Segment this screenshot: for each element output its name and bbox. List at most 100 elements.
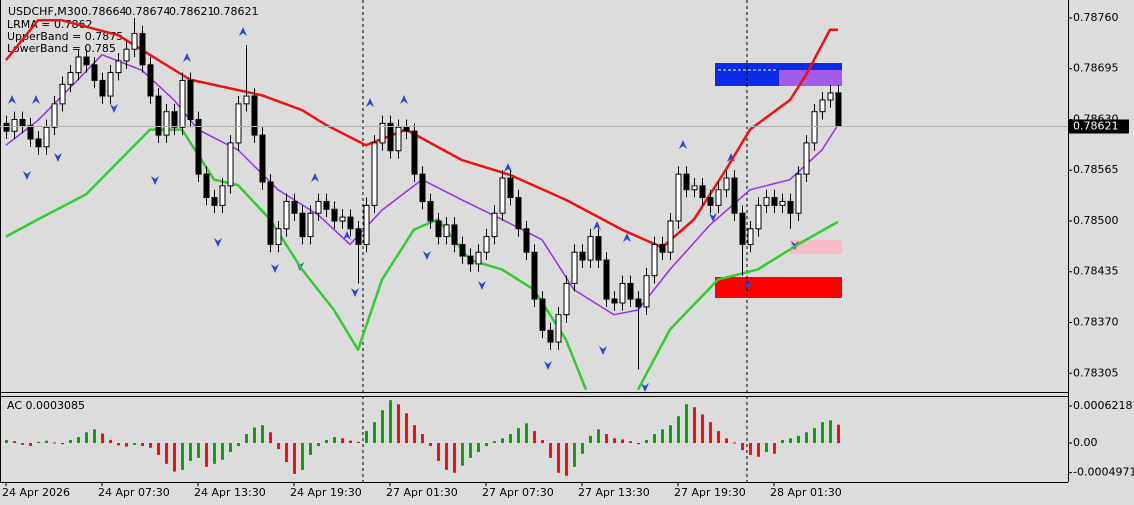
candle-body — [83, 56, 90, 66]
candle-body — [635, 298, 642, 308]
candle-body — [835, 92, 842, 128]
band-line — [5, 19, 838, 249]
candle-body — [59, 83, 66, 105]
ac-bar — [501, 438, 504, 444]
x-tick-label: 24 Apr 19:30 — [290, 486, 362, 499]
ac-bar — [445, 443, 448, 470]
ac-bar — [397, 404, 400, 444]
ac-bar — [733, 442, 736, 444]
y-tick-label: 0.78695 — [1073, 62, 1119, 75]
ac-bar — [477, 443, 480, 452]
ac-bar — [789, 438, 792, 444]
candle-body — [387, 122, 394, 152]
ac-bar — [589, 435, 592, 444]
ac-bar — [77, 437, 80, 444]
ac-bar — [717, 431, 720, 444]
ac-bar — [229, 443, 232, 452]
candle-body — [475, 251, 482, 265]
candle-body — [299, 212, 306, 238]
candle-body — [603, 259, 610, 300]
candle-body — [795, 173, 802, 214]
candle-body — [187, 79, 194, 120]
ac-bar — [453, 443, 456, 473]
indicator-label: LRMA = 0.7862 — [7, 18, 93, 31]
ac-bar — [509, 434, 512, 444]
ac-bar — [69, 440, 72, 444]
candle-body — [147, 64, 154, 97]
candle-body — [683, 173, 690, 191]
candle-body — [235, 103, 242, 144]
ac-bar — [413, 425, 416, 444]
ac-bar — [661, 429, 664, 444]
candle-body — [139, 33, 146, 66]
candle-body — [3, 122, 10, 132]
ac-bar — [373, 422, 376, 444]
candle-body — [667, 220, 674, 253]
ac-bar — [437, 443, 440, 461]
ac-bar — [709, 422, 712, 444]
price-tag-label: 0.78621 — [1073, 120, 1119, 133]
x-tick-label: 27 Apr 01:30 — [386, 486, 458, 499]
ac-bar — [797, 435, 800, 444]
ac-bar — [197, 443, 200, 458]
y-tick-label: 0.78305 — [1073, 366, 1119, 379]
candle-body — [203, 173, 210, 199]
candle-body — [587, 236, 594, 261]
y-tick-label: 0.78760 — [1073, 11, 1119, 24]
ac-title: AC 0.0003085 — [7, 399, 85, 412]
ac-bar — [245, 434, 248, 444]
ac-bar — [53, 442, 56, 444]
ac-bar — [253, 427, 256, 444]
candle-body — [267, 181, 274, 245]
candle-body — [659, 243, 666, 253]
candle-body — [99, 79, 106, 97]
candle-body — [763, 197, 770, 206]
ac-bar — [309, 443, 312, 455]
ac-bar — [341, 438, 344, 444]
candle-body — [507, 177, 514, 199]
ac-bar — [573, 443, 576, 467]
candle-body — [339, 216, 346, 222]
ac-bar — [285, 443, 288, 463]
ac-bar — [581, 443, 584, 454]
candle-body — [363, 204, 370, 245]
candle-body — [259, 134, 266, 183]
candle-body — [427, 200, 434, 222]
candle-body — [27, 125, 34, 140]
candle-body — [355, 228, 362, 245]
ac-bar — [821, 422, 824, 444]
ac-bar — [549, 443, 552, 458]
ac-bar — [189, 443, 192, 461]
candle-body — [611, 298, 618, 304]
candle-body — [251, 95, 258, 136]
zone-rect — [790, 240, 842, 254]
candle-body — [443, 224, 450, 238]
x-tick-label: 24 Apr 07:30 — [98, 486, 170, 499]
ac-bar — [61, 443, 64, 445]
ac-bar — [757, 443, 760, 457]
ac-bar — [525, 423, 528, 444]
candle-body — [275, 228, 282, 245]
candle-body — [323, 200, 330, 210]
candle-body — [491, 212, 498, 238]
candle-body — [827, 92, 834, 101]
candle-body — [411, 130, 418, 175]
candle-body — [643, 275, 650, 308]
ac-bar — [469, 443, 472, 458]
candle-body — [163, 111, 170, 136]
candle-body — [243, 95, 250, 105]
ac-bar — [613, 438, 616, 444]
candle-body — [195, 118, 202, 175]
candle-body — [739, 212, 746, 245]
ac-bar — [645, 440, 648, 444]
ac-bar — [629, 441, 632, 444]
candle-body — [467, 255, 474, 265]
ac-bar — [429, 443, 432, 446]
candle-body — [315, 200, 322, 214]
candle-body — [379, 122, 386, 144]
ac-bar — [805, 432, 808, 444]
ac-bar — [181, 443, 184, 470]
indicator-label: UpperBand = 0.7875 — [7, 30, 123, 43]
ac-bar — [653, 434, 656, 444]
